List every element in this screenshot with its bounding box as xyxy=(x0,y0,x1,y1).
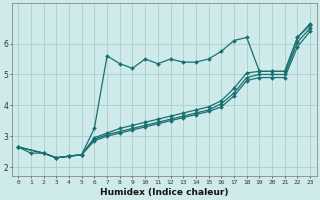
X-axis label: Humidex (Indice chaleur): Humidex (Indice chaleur) xyxy=(100,188,228,197)
